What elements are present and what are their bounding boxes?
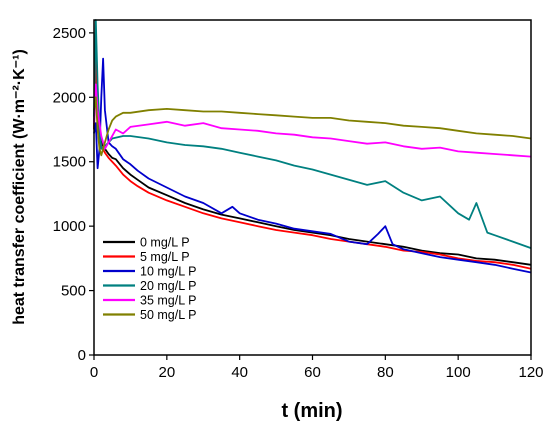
legend-label-5: 50 mg/L P bbox=[140, 308, 197, 322]
ticks-layer: 0 20 40 60 80 100 120 0 500 1000 1500 2000 2500 bbox=[53, 25, 544, 381]
series-line-0 bbox=[93, 32, 532, 266]
y-tick-label-4: 2000 bbox=[53, 89, 86, 106]
series-line-1 bbox=[93, 57, 532, 270]
series-line-5 bbox=[93, 96, 532, 157]
legend-label-4: 35 mg/L P bbox=[140, 294, 197, 308]
x-tick-label-4: 80 bbox=[377, 364, 394, 381]
series-line-4 bbox=[93, 83, 532, 158]
y-tick-label-1: 500 bbox=[61, 283, 86, 300]
x-tick-label-1: 20 bbox=[158, 364, 175, 381]
x-tick-label-5: 100 bbox=[446, 364, 471, 381]
legend-label-3: 20 mg/L P bbox=[140, 279, 197, 293]
series-line-3 bbox=[93, 19, 532, 249]
x-tick-label-2: 40 bbox=[231, 364, 248, 381]
series-line-2 bbox=[93, 57, 532, 274]
y-tick-label-5: 2500 bbox=[53, 25, 86, 42]
y-tick-label-3: 1500 bbox=[53, 154, 86, 171]
legend-label-1: 5 mg/L P bbox=[140, 250, 190, 264]
series-layer bbox=[93, 19, 532, 274]
legend-label-2: 10 mg/L P bbox=[140, 265, 197, 279]
legend-label-0: 0 mg/L P bbox=[140, 236, 190, 250]
legend: 0 mg/L P5 mg/L P10 mg/L P20 mg/L P35 mg/… bbox=[103, 236, 197, 322]
y-tick-label-0: 0 bbox=[78, 347, 86, 364]
x-axis-title: t (min) bbox=[281, 400, 342, 422]
x-tick-label-3: 60 bbox=[304, 364, 321, 381]
x-tick-label-6: 120 bbox=[518, 364, 543, 381]
y-axis-title: heat transfer coefficient (W·m⁻²·K⁻¹) bbox=[11, 49, 28, 325]
y-tick-label-2: 1000 bbox=[53, 218, 86, 235]
x-tick-label-0: 0 bbox=[90, 364, 98, 381]
